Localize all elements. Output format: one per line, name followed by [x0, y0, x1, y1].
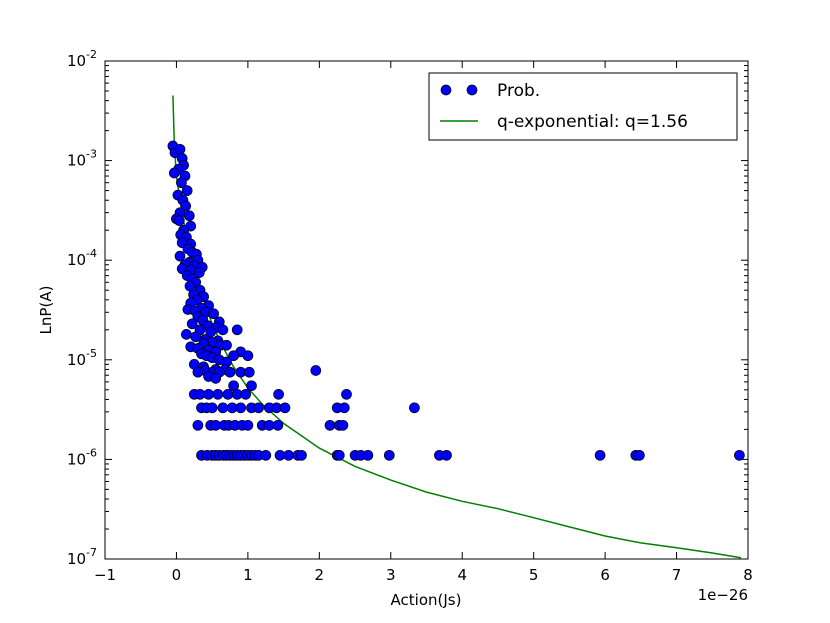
data-point	[228, 350, 239, 362]
y-tick-exponent: -6	[86, 446, 97, 459]
data-point	[174, 250, 186, 262]
data-point	[283, 449, 294, 461]
data-point	[341, 388, 352, 400]
plot-frame	[104, 60, 749, 560]
legend-marker-prob-1	[440, 84, 452, 96]
data-point	[231, 324, 243, 336]
data-point	[253, 402, 264, 414]
data-point	[273, 388, 284, 400]
data-point	[279, 402, 291, 414]
data-point	[333, 449, 345, 461]
data-point	[186, 318, 198, 330]
data-point	[206, 402, 218, 414]
data-point	[176, 177, 187, 189]
data-point	[235, 402, 247, 414]
x-tick-label: 4	[457, 566, 467, 584]
data-point	[634, 449, 645, 461]
data-point	[409, 402, 420, 414]
data-point	[192, 366, 204, 378]
data-point	[337, 419, 349, 431]
x-offset-label: 1e−26	[698, 586, 748, 604]
legend-marker-prob-2	[466, 84, 478, 96]
data-point	[181, 329, 192, 340]
data-point	[222, 388, 234, 400]
legend-label-prob: Prob.	[497, 81, 540, 101]
data-point	[338, 402, 350, 414]
data-point	[192, 419, 204, 431]
data-point	[242, 350, 254, 362]
legend-box	[428, 72, 738, 141]
legend: Prob. q-exponential: q=1.56	[428, 72, 738, 141]
data-point	[217, 324, 229, 336]
data-point	[734, 449, 745, 461]
data-point	[240, 388, 252, 400]
y-tick-exponent: -3	[86, 148, 97, 161]
data-point	[260, 449, 272, 461]
data-point	[246, 380, 257, 392]
x-tick-label: 8	[743, 566, 753, 584]
data-point	[168, 167, 180, 179]
data-point	[212, 388, 224, 400]
x-tick-label: 2	[315, 566, 325, 584]
y-axis-label: LnP(A)	[37, 286, 55, 335]
data-point	[324, 419, 336, 431]
data-point	[221, 339, 232, 351]
axes: −1 0 1 2 3 4 5 6 7 810-710-610-510-410-310-2	[67, 48, 753, 584]
data-point	[205, 326, 217, 338]
data-point	[296, 449, 307, 461]
plot-area	[167, 95, 745, 559]
data-point	[441, 449, 452, 461]
y-tick-exponent: -7	[86, 546, 97, 559]
x-tick-label: −1	[94, 566, 116, 584]
data-point	[242, 419, 254, 431]
x-tick-label: 3	[386, 566, 396, 584]
x-tick-label: 1	[243, 566, 253, 584]
y-tick-exponent: -2	[86, 48, 97, 61]
x-tick-label: 5	[529, 566, 539, 584]
data-point	[183, 210, 195, 222]
y-tick-exponent: -4	[86, 247, 97, 260]
data-point	[203, 388, 214, 400]
data-point	[217, 402, 229, 414]
data-point	[208, 308, 219, 320]
x-axis-label: Action(Js)	[391, 591, 462, 609]
data-point	[272, 419, 284, 431]
data-point	[243, 366, 255, 378]
data-point	[190, 331, 202, 343]
x-tick-label: 0	[172, 566, 182, 584]
data-point	[362, 449, 374, 461]
data-point	[210, 373, 222, 384]
data-point	[173, 215, 185, 226]
y-tick-exponent: -5	[86, 347, 97, 360]
data-point	[174, 143, 186, 155]
data-point	[193, 267, 205, 278]
data-point	[224, 366, 236, 378]
x-tick-label: 7	[672, 566, 682, 584]
legend-label-qexp: q-exponential: q=1.56	[497, 112, 688, 132]
x-tick-label: 6	[600, 566, 610, 584]
data-point	[181, 185, 193, 196]
data-point	[310, 365, 322, 376]
data-point	[594, 449, 606, 461]
data-point	[383, 449, 395, 461]
